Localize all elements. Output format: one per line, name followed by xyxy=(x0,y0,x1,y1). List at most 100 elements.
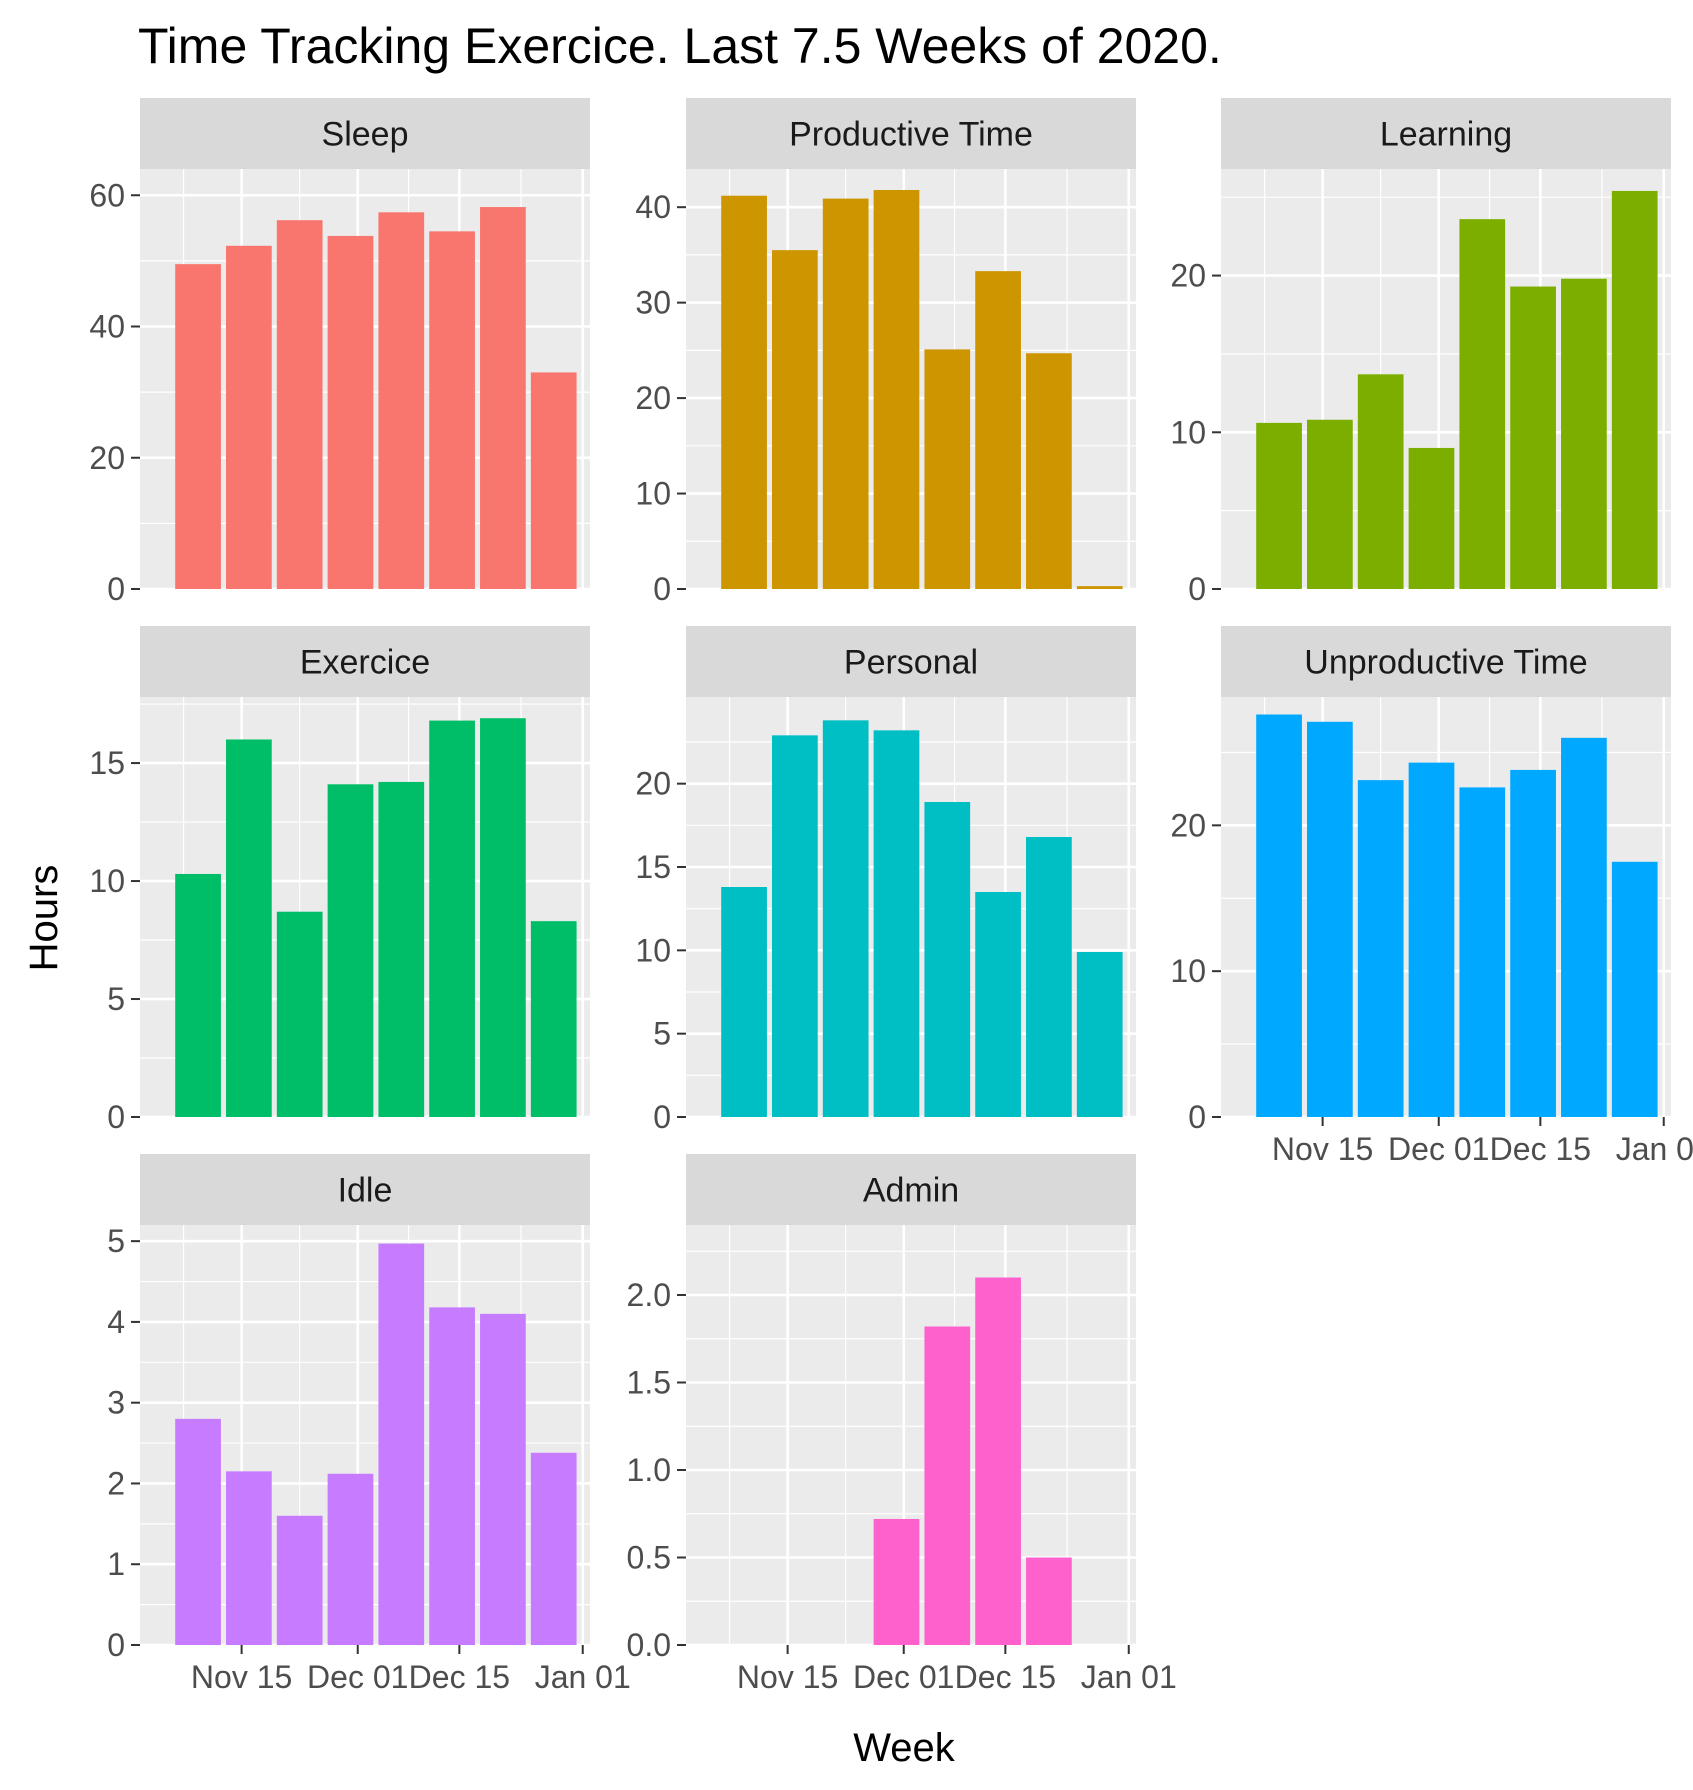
y-tick-label: 4 xyxy=(107,1304,125,1340)
bar-productive-time-2020-11-23 xyxy=(822,198,869,589)
bar-unproductive-time-2020-11-30 xyxy=(1408,762,1455,1117)
bar-learning-2020-12-21 xyxy=(1561,278,1607,589)
bar-sleep-2020-11-30 xyxy=(327,235,374,589)
strip-label: Learning xyxy=(1380,116,1512,154)
bar-personal-2020-11-09 xyxy=(721,887,767,1117)
bar-exercice-2020-12-14 xyxy=(429,720,475,1117)
bar-learning-2020-11-16 xyxy=(1307,419,1353,589)
panel-unproductive-time: Unproductive Time 0 10 20 Nov 15 Dec 01 Dec 15… xyxy=(1170,626,1693,1167)
bar-learning-2020-12-07 xyxy=(1459,219,1506,590)
chart-title: Time Tracking Exercice. Last 7.5 Weeks o… xyxy=(138,18,1222,74)
bar-sleep-2020-12-28 xyxy=(530,372,577,589)
bar-productive-time-2020-12-07 xyxy=(924,349,971,589)
y-tick-label: 1.0 xyxy=(627,1452,671,1488)
bar-learning-2020-12-14 xyxy=(1510,286,1556,589)
strip-exercice xyxy=(140,626,590,697)
strip-learning xyxy=(1221,98,1671,169)
y-tick-label: 0 xyxy=(653,1099,671,1135)
y-tick-label: 2.0 xyxy=(627,1277,671,1313)
bar-unproductive-time-2020-12-21 xyxy=(1561,737,1607,1117)
strip-label: Idle xyxy=(338,1172,393,1210)
bar-learning-2020-11-09 xyxy=(1256,422,1302,589)
x-tick-label: Nov 15 xyxy=(737,1659,838,1695)
x-tick-label: Dec 15 xyxy=(955,1659,1056,1695)
bar-sleep-2020-12-14 xyxy=(429,231,475,589)
bar-admin-2020-12-07 xyxy=(924,1326,971,1645)
bar-admin-2020-11-30 xyxy=(873,1519,920,1645)
strip-label: Personal xyxy=(844,644,978,682)
bar-exercice-2020-11-16 xyxy=(226,739,272,1117)
bar-personal-2020-11-23 xyxy=(822,720,869,1117)
bar-exercice-2020-12-07 xyxy=(378,781,425,1117)
x-tick-label: Jan 01 xyxy=(1081,1659,1177,1695)
y-tick-label: 10 xyxy=(635,932,671,968)
strip-sleep xyxy=(140,98,590,169)
bar-exercice-2020-12-21 xyxy=(480,718,526,1117)
x-tick-label: Jan 01 xyxy=(1616,1131,1693,1167)
y-tick-label: 1.5 xyxy=(627,1365,671,1401)
x-tick-label: Nov 15 xyxy=(191,1659,292,1695)
y-tick-label: 0 xyxy=(107,1099,125,1135)
y-tick-label: 0 xyxy=(653,571,671,607)
bar-idle-2020-12-07 xyxy=(378,1243,425,1645)
y-tick-label: 20 xyxy=(635,766,671,802)
bar-unproductive-time-2020-12-14 xyxy=(1510,769,1556,1117)
y-tick-label: 40 xyxy=(635,189,671,225)
bar-productive-time-2020-12-14 xyxy=(975,271,1021,589)
bar-personal-2020-12-14 xyxy=(975,892,1021,1117)
y-tick-label: 0 xyxy=(1188,571,1206,607)
bar-learning-2020-11-23 xyxy=(1357,374,1404,589)
bar-productive-time-2020-12-21 xyxy=(1026,353,1072,589)
y-tick-label: 1 xyxy=(107,1546,125,1582)
strip-label: Unproductive Time xyxy=(1304,644,1587,682)
bar-idle-2020-11-16 xyxy=(226,1471,272,1645)
y-axis-title: Hours xyxy=(22,865,66,972)
bar-admin-2020-12-14 xyxy=(975,1277,1021,1645)
strip-label: Admin xyxy=(863,1172,959,1210)
y-tick-label: 20 xyxy=(89,440,125,476)
bar-exercice-2020-11-30 xyxy=(327,784,374,1117)
strip-label: Sleep xyxy=(322,116,409,154)
y-tick-label: 15 xyxy=(635,849,671,885)
x-tick-label: Dec 15 xyxy=(409,1659,510,1695)
x-tick-label: Dec 01 xyxy=(307,1659,408,1695)
y-tick-label: 10 xyxy=(89,863,125,899)
x-tick-label: Dec 15 xyxy=(1490,1131,1591,1167)
y-tick-label: 20 xyxy=(1170,258,1206,294)
bar-idle-2020-11-09 xyxy=(175,1418,221,1645)
bar-sleep-2020-12-07 xyxy=(378,212,425,589)
bar-exercice-2020-12-28 xyxy=(530,921,577,1117)
y-tick-label: 5 xyxy=(107,1223,125,1259)
panel-idle: Idle 0 1 2 3 4 5 Nov 15 Dec 01 Dec 15 Jan 01 xyxy=(107,1154,631,1695)
y-tick-label: 30 xyxy=(635,285,671,321)
x-tick-label: Dec 01 xyxy=(1388,1131,1489,1167)
y-tick-label: 10 xyxy=(635,476,671,512)
x-axis-title: Week xyxy=(853,1726,956,1770)
bar-sleep-2020-11-16 xyxy=(226,245,272,589)
y-tick-label: 0 xyxy=(107,571,125,607)
bar-productive-time-2020-11-09 xyxy=(721,195,767,589)
bar-idle-2020-11-30 xyxy=(327,1473,374,1645)
strip-label: Exercice xyxy=(300,644,430,682)
panel-learning: Learning 0 10 20 xyxy=(1170,98,1671,607)
y-tick-label: 0.0 xyxy=(627,1627,671,1663)
strip-unproductive-time xyxy=(1221,626,1671,697)
bar-unproductive-time-2020-12-28 xyxy=(1611,861,1658,1117)
y-tick-label: 15 xyxy=(89,745,125,781)
strip-admin xyxy=(686,1154,1136,1225)
bar-idle-2020-11-23 xyxy=(276,1515,323,1645)
bar-personal-2020-12-21 xyxy=(1026,837,1072,1117)
panel-exercice: Exercice 0 5 10 15 xyxy=(89,626,590,1135)
x-tick-label: Dec 01 xyxy=(853,1659,954,1695)
y-tick-label: 20 xyxy=(1170,807,1206,843)
bar-unproductive-time-2020-11-23 xyxy=(1357,780,1404,1117)
strip-idle xyxy=(140,1154,590,1225)
bar-idle-2020-12-14 xyxy=(429,1307,475,1645)
y-tick-label: 0 xyxy=(107,1627,125,1663)
panel-admin: Admin 0.0 0.5 1.0 1.5 2.0 Nov 15 Dec 01 Dec 15 Ja… xyxy=(627,1154,1177,1695)
bar-personal-2020-11-16 xyxy=(772,735,818,1117)
panel-personal: Personal 0 5 10 15 20 xyxy=(635,626,1136,1135)
bar-personal-2020-12-07 xyxy=(924,802,971,1117)
